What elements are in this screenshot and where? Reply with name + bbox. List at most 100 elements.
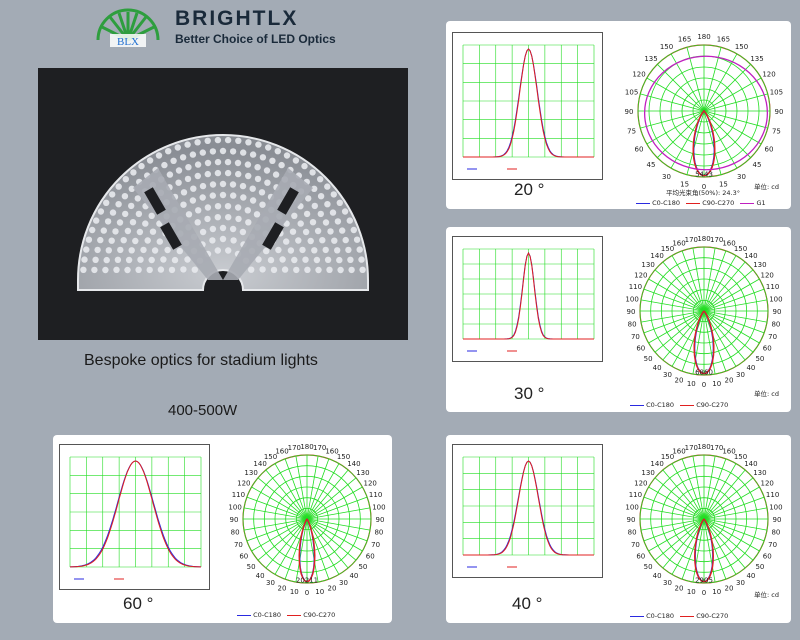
polar-angle-label: 45: [647, 161, 656, 169]
brand-logo-icon: BLX: [96, 8, 160, 48]
beam-card-60: 60 ° 0 10 10 20 20 30 30 40 40 50 50 60 60 70 70 80 80 90…: [53, 435, 392, 623]
polar-angle-label: 70: [631, 541, 640, 549]
polar-angle-label: 140: [744, 460, 757, 468]
legend-40: C0-C180 C90-C270: [630, 612, 780, 620]
polar-angle-label: 120: [364, 480, 377, 488]
polar-angle-label: 105: [770, 89, 783, 97]
polar-angle-label: 0: [305, 589, 309, 597]
polar-angle-label: 90: [773, 516, 782, 524]
polar-angle-label: 40: [746, 572, 755, 580]
polar-angle-label: 30: [662, 173, 671, 181]
polar-angle-label: 70: [768, 541, 777, 549]
polar-angle-label: 75: [772, 127, 781, 135]
polar-angle-label: 150: [661, 245, 674, 253]
polar-angle-label: 110: [629, 283, 642, 291]
polar-angle-label: 0: [702, 381, 706, 389]
beam-angle-label-30: 30 °: [514, 384, 545, 403]
polar-angle-label: 140: [744, 252, 757, 260]
svg-text:BLX: BLX: [117, 36, 139, 48]
polar-angle-label: 40: [256, 572, 265, 580]
polar-angle-label: 105: [625, 89, 638, 97]
polar-angle-label: 20: [675, 377, 684, 385]
polar-angle-label: 40: [746, 364, 755, 372]
polar-angle-label: 160: [722, 239, 735, 247]
polar-angle-label: 80: [771, 529, 780, 537]
polar-angle-label: 170: [685, 444, 698, 452]
polar-angle-label: 170: [288, 444, 301, 452]
polar-angle-label: 160: [275, 447, 288, 455]
polar-angle-label: 110: [766, 283, 779, 291]
polar-angle-label: 10: [315, 588, 324, 596]
polar-angle-label: 80: [628, 321, 637, 329]
polar-angle-label: 60: [763, 345, 772, 353]
legend-30: C0-C180 C90-C270: [630, 401, 780, 409]
polar-angle-label: 120: [634, 480, 647, 488]
polar-angle-label: 140: [650, 252, 663, 260]
legend-c90-label: C90-C270: [696, 401, 729, 409]
polar-angle-label: 160: [325, 447, 338, 455]
intensity-grid-30: [462, 248, 595, 352]
intensity-plot-30: [452, 236, 603, 362]
polar-angle-label: 110: [232, 491, 245, 499]
polar-angle-label: 170: [313, 444, 326, 452]
unit-label-30: 单位: cd: [754, 390, 779, 398]
polar-angle-label: 120: [761, 480, 774, 488]
polar-angle-label: 30: [737, 173, 746, 181]
polar-angle-label: 150: [660, 43, 673, 51]
polar-angle-label: 100: [769, 295, 782, 303]
polar-angle-label: 80: [231, 529, 240, 537]
polar-angle-label: 120: [632, 71, 645, 79]
polar-angle-label: 90: [230, 516, 239, 524]
polar-peak-value: 2905: [695, 576, 713, 584]
polar-angle-label: 140: [650, 460, 663, 468]
polar-angle-label: 100: [769, 503, 782, 511]
polar-angle-label: 135: [750, 55, 763, 63]
polar-angle-label: 180: [697, 33, 710, 41]
polar-angle-label: 130: [753, 469, 766, 477]
polar-angle-label: 30: [736, 371, 745, 379]
polar-angle-label: 160: [672, 447, 685, 455]
polar-angle-label: 60: [636, 553, 645, 561]
polar-angle-label: 20: [675, 585, 684, 593]
polar-angle-label: 30: [266, 579, 275, 587]
polar-angle-label: 130: [753, 261, 766, 269]
polar-peak-value: 20211: [296, 576, 318, 584]
polar-angle-label: 20: [725, 585, 734, 593]
polar-angle-label: 120: [762, 71, 775, 79]
brand-tagline: Better Choice of LED Optics: [175, 32, 336, 46]
avg-beam-angle: 平均光束角(50%): 24.3°: [666, 189, 740, 197]
polar-angle-label: 160: [722, 447, 735, 455]
polar-angle-label: 30: [736, 579, 745, 587]
polar-angle-label: 15: [719, 180, 728, 188]
polar-angle-label: 160: [672, 239, 685, 247]
polar-angle-label: 110: [766, 491, 779, 499]
polar-angle-label: 165: [678, 36, 691, 44]
beam-angle-label-20: 20 °: [514, 180, 545, 199]
polar-angle-label: 180: [300, 443, 313, 451]
intensity-grid-60: [69, 456, 202, 580]
legend-c90-label: C90-C270: [696, 612, 729, 620]
beam-angle-label-60: 60 °: [123, 594, 154, 613]
polar-angle-label: 150: [264, 453, 277, 461]
polar-angle-label: 140: [253, 460, 266, 468]
polar-angle-label: 150: [337, 453, 350, 461]
polar-angle-label: 60: [366, 553, 375, 561]
polar-angle-label: 90: [627, 308, 636, 316]
polar-angle-label: 120: [761, 272, 774, 280]
polar-angle-label: 90: [625, 108, 634, 116]
polar-angle-label: 130: [356, 469, 369, 477]
polar-angle-label: 50: [644, 355, 653, 363]
polar-angle-label: 40: [653, 364, 662, 372]
legend-c90-label: C90-C270: [702, 199, 735, 207]
polar-angle-label: 20: [328, 585, 337, 593]
beam-card-30: 30 ° 0 10 10 20 20 30 30 40 40 50 50 60 60 70 70 80 80 90…: [446, 227, 791, 412]
polar-angle-label: 15: [680, 180, 689, 188]
brand-name: BRIGHTLX: [175, 7, 299, 30]
polar-angle-label: 70: [631, 333, 640, 341]
polar-angle-label: 120: [634, 272, 647, 280]
polar-angle-label: 45: [753, 161, 762, 169]
polar-angle-label: 10: [687, 380, 696, 388]
